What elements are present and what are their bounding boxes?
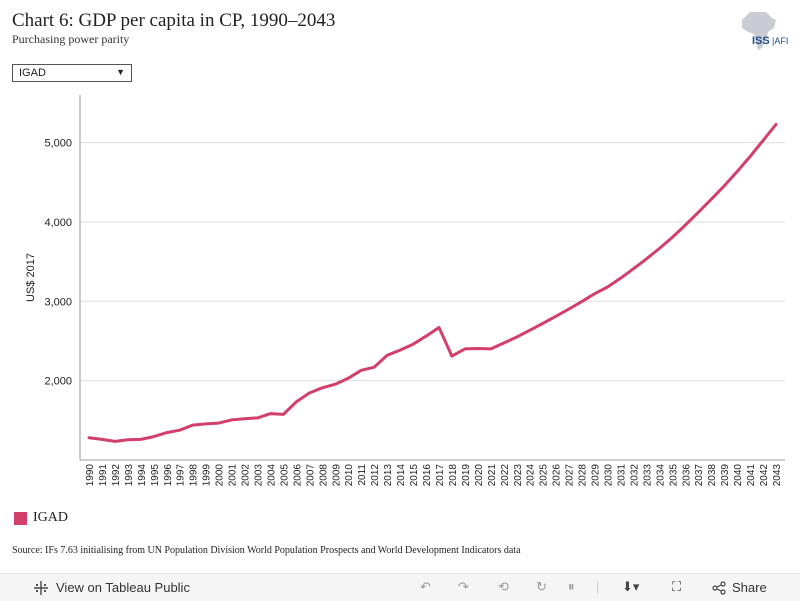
x-tick-label: 2018 bbox=[448, 464, 459, 487]
toolbar-divider: | bbox=[596, 579, 600, 594]
x-tick-label: 2021 bbox=[487, 464, 498, 487]
x-tick-label: 2030 bbox=[603, 464, 614, 487]
y-tick-label: 4,000 bbox=[44, 217, 72, 229]
x-tick-label: 2001 bbox=[228, 464, 239, 487]
undo-icon[interactable]: ↶ bbox=[420, 579, 431, 594]
x-tick-label: 2041 bbox=[746, 464, 757, 487]
gridlines bbox=[80, 142, 785, 382]
series-line-igad bbox=[87, 122, 778, 443]
x-tick-label: 1997 bbox=[176, 464, 187, 487]
x-tick-label: 2008 bbox=[318, 464, 329, 487]
x-tick-label: 1998 bbox=[189, 464, 200, 487]
x-tick-label: 1996 bbox=[163, 464, 174, 487]
x-tick-label: 2028 bbox=[578, 464, 589, 487]
x-tick-label: 2004 bbox=[266, 464, 277, 487]
x-tick-label: 2003 bbox=[254, 464, 265, 487]
x-tick-label: 1992 bbox=[111, 464, 122, 487]
x-tick-label: 2016 bbox=[422, 464, 433, 487]
line-chart: 2,000 3,000 4,000 5,000 US$ 2017 1990 1991 1992… bbox=[25, 95, 785, 486]
x-tick-label: 2005 bbox=[279, 464, 290, 487]
region-select-value: IGAD bbox=[19, 67, 46, 79]
view-on-tableau-label: View on Tableau Public bbox=[56, 580, 190, 595]
legend-label: IGAD bbox=[33, 510, 68, 525]
chart-subtitle: Purchasing power parity bbox=[12, 32, 130, 46]
svg-text:|AFI: |AFI bbox=[772, 36, 788, 46]
x-tick-label: 2025 bbox=[539, 464, 550, 487]
series-layer bbox=[87, 122, 778, 443]
y-tick-label: 5,000 bbox=[44, 138, 72, 150]
source-note: Source: IFs 7.63 initialising from UN Po… bbox=[12, 545, 521, 556]
x-tick-label: 2017 bbox=[435, 464, 446, 487]
download-icon[interactable]: ⬇▾ bbox=[622, 579, 640, 594]
tableau-icon bbox=[34, 580, 48, 595]
x-tick-label: 2029 bbox=[591, 464, 602, 487]
x-tick-label: 1990 bbox=[85, 464, 96, 487]
x-tick-label: 1994 bbox=[137, 464, 148, 487]
tableau-toolbar: View on Tableau Public ↶ ↷ ⟲ ↻ ⏸ | ⬇▾ ⛶ … bbox=[0, 573, 800, 601]
y-tick-label: 3,000 bbox=[44, 296, 72, 308]
x-tick-label: 1993 bbox=[124, 464, 135, 487]
x-tick-label: 2023 bbox=[513, 464, 524, 487]
x-tick-label: 2019 bbox=[461, 464, 472, 487]
dropdown-arrow-icon: ▼ bbox=[116, 67, 125, 77]
x-tick-label: 2014 bbox=[396, 464, 407, 487]
x-tick-label: 2027 bbox=[565, 464, 576, 487]
x-tick-label: 1999 bbox=[202, 464, 213, 487]
x-tick-label: 2012 bbox=[370, 464, 381, 487]
share-label: Share bbox=[732, 580, 767, 595]
x-tick-label: 2010 bbox=[344, 464, 355, 487]
svg-text:ISS: ISS bbox=[752, 35, 770, 47]
revert-icon[interactable]: ⟲ bbox=[498, 579, 509, 594]
x-tick-label: 2040 bbox=[733, 464, 744, 487]
redo-icon[interactable]: ↷ bbox=[458, 579, 469, 594]
legend-swatch bbox=[14, 511, 27, 525]
x-tick-label: 2036 bbox=[681, 464, 692, 487]
x-tick-label: 2034 bbox=[655, 464, 666, 487]
x-tick-label: 2032 bbox=[629, 464, 640, 487]
x-tick-label: 2006 bbox=[292, 464, 303, 487]
x-tick-label: 2022 bbox=[500, 464, 511, 487]
x-tick-label: 2042 bbox=[759, 464, 770, 487]
x-tick-label: 2024 bbox=[526, 464, 537, 487]
x-tick-label: 2026 bbox=[552, 464, 563, 487]
fullscreen-icon[interactable]: ⛶ bbox=[672, 579, 682, 594]
x-tick-label: 2031 bbox=[616, 464, 627, 487]
x-tick-label: 2013 bbox=[383, 464, 394, 487]
refresh-icon[interactable]: ↻ bbox=[536, 579, 547, 594]
legend: IGAD bbox=[14, 510, 68, 526]
region-select[interactable]: IGAD ▼ bbox=[12, 64, 132, 82]
x-tick-label: 2020 bbox=[474, 464, 485, 487]
y-axis-title: US$ 2017 bbox=[25, 253, 37, 302]
share-button[interactable]: Share bbox=[712, 580, 767, 595]
x-tick-label: 1995 bbox=[150, 464, 161, 487]
x-tick-label: 2000 bbox=[215, 464, 226, 487]
x-tick-label: 1991 bbox=[98, 464, 109, 487]
iss-afi-logo: ISS |AFI bbox=[742, 12, 788, 50]
x-tick-label: 2007 bbox=[305, 464, 316, 487]
x-tick-label: 2043 bbox=[772, 464, 783, 487]
x-tick-label: 2015 bbox=[409, 464, 420, 487]
x-tick-label: 2011 bbox=[357, 464, 368, 486]
x-tick-label: 2037 bbox=[694, 464, 705, 487]
x-tick-label: 2033 bbox=[642, 464, 653, 487]
chart-title: Chart 6: GDP per capita in CP, 1990–2043 bbox=[12, 10, 336, 31]
x-tick-label: 2039 bbox=[720, 464, 731, 487]
pause-icon[interactable]: ⏸ bbox=[568, 579, 575, 594]
axes: 2,000 3,000 4,000 5,000 US$ 2017 1990 1991 1992… bbox=[25, 95, 785, 486]
share-icon bbox=[712, 580, 726, 595]
x-tick-label: 2009 bbox=[331, 464, 342, 487]
x-tick-label: 2002 bbox=[241, 464, 252, 487]
y-tick-label: 2,000 bbox=[44, 376, 72, 388]
view-on-tableau-link[interactable]: View on Tableau Public bbox=[34, 580, 190, 595]
x-tick-label: 2035 bbox=[668, 464, 679, 487]
x-tick-label: 2038 bbox=[707, 464, 718, 487]
